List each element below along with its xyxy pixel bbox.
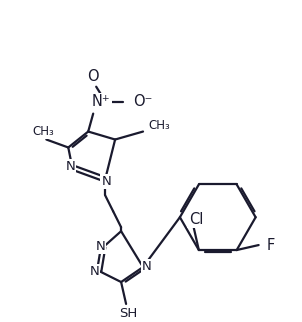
Text: Cl: Cl <box>189 212 203 227</box>
Text: N: N <box>95 240 105 253</box>
Text: F: F <box>267 238 275 252</box>
Text: N: N <box>101 175 111 188</box>
Text: SH: SH <box>119 308 137 320</box>
Text: CH₃: CH₃ <box>148 119 170 132</box>
Text: O⁻: O⁻ <box>133 94 153 109</box>
Text: N: N <box>142 260 152 273</box>
Text: CH₃: CH₃ <box>33 125 54 138</box>
Text: O: O <box>87 69 99 84</box>
Text: N⁺: N⁺ <box>92 94 111 109</box>
Text: N: N <box>66 160 75 173</box>
Text: N: N <box>89 265 99 278</box>
